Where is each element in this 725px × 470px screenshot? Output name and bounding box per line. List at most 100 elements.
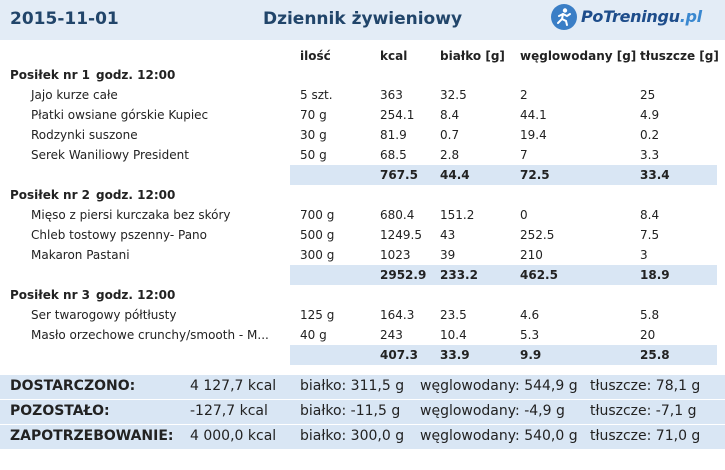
food-fat: 25 <box>640 88 656 102</box>
meal-title: Posiłek nr 1 <box>10 68 91 82</box>
food-row: Mięso z piersi kurczaka bez skóry 700 g … <box>0 205 725 225</box>
totals-carbs: węglowodany: -4,9 g <box>420 403 565 419</box>
meal-time: godz. 12:00 <box>96 188 176 202</box>
food-carbs: 5.3 <box>520 328 540 342</box>
food-kcal: 254.1 <box>380 108 415 122</box>
totals-protein: białko: -11,5 g <box>300 403 401 419</box>
totals-kcal: -127,7 kcal <box>190 403 268 419</box>
food-row: Jajo kurze całe 5 szt. 363 32.5 2 25 <box>0 85 725 105</box>
meal-sum-row: 767.5 44.4 72.5 33.4 <box>290 165 717 185</box>
totals-kcal: 4 000,0 kcal <box>190 428 277 444</box>
food-protein: 151.2 <box>440 208 475 222</box>
food-fat: 3 <box>640 248 648 262</box>
sum-kcal: 2952.9 <box>380 268 427 282</box>
sum-fat: 33.4 <box>640 168 670 182</box>
food-carbs: 7 <box>520 148 528 162</box>
food-carbs: 2 <box>520 88 528 102</box>
runner-icon <box>551 4 577 30</box>
totals-row-delivered: DOSTARCZONO: 4 127,7 kcal białko: 311,5 … <box>0 375 725 399</box>
totals-carbs: węglowodany: 540,0 g <box>420 428 578 444</box>
food-protein: 0.7 <box>440 128 460 142</box>
col-header-fat: tłuszcze [g] <box>640 49 719 63</box>
totals-fat: tłuszcze: 71,0 g <box>590 428 701 444</box>
sum-carbs: 462.5 <box>520 268 558 282</box>
meal-title: Posiłek nr 2 <box>10 188 91 202</box>
food-name: Chleb tostowy pszenny- Pano <box>31 228 208 242</box>
food-row: Ser twarogowy półtłusty 125 g 164.3 23.5… <box>0 305 725 325</box>
food-fat: 20 <box>640 328 656 342</box>
food-qty: 70 g <box>300 108 327 122</box>
food-qty: 500 g <box>300 228 335 242</box>
meal-header: Posiłek nr 2 godz. 12:00 <box>0 185 725 205</box>
sum-protein: 44.4 <box>440 168 470 182</box>
header-bar: 2015-11-01 Dziennik żywieniowy PoTrening… <box>0 0 725 40</box>
food-protein: 8.4 <box>440 108 460 122</box>
sum-fat: 18.9 <box>640 268 670 282</box>
food-name: Ser twarogowy półtłusty <box>31 308 177 322</box>
sum-kcal: 767.5 <box>380 168 418 182</box>
logo-text: PoTreningu <box>581 7 680 26</box>
sum-fat: 25.8 <box>640 348 670 362</box>
food-fat: 5.8 <box>640 308 660 322</box>
totals-protein: białko: 300,0 g <box>300 428 405 444</box>
meal-header: Posiłek nr 1 godz. 12:00 <box>0 65 725 85</box>
sum-carbs: 9.9 <box>520 348 542 362</box>
totals-label: DOSTARCZONO: <box>10 378 136 394</box>
totals-fat: tłuszcze: -7,1 g <box>590 403 697 419</box>
food-carbs: 19.4 <box>520 128 547 142</box>
food-protein: 23.5 <box>440 308 467 322</box>
col-header-qty: ilość <box>300 49 331 63</box>
food-kcal: 164.3 <box>380 308 415 322</box>
col-header-kcal: kcal <box>380 49 408 63</box>
meal-title: Posiłek nr 3 <box>10 288 91 302</box>
food-protein: 2.8 <box>440 148 460 162</box>
food-kcal: 1249.5 <box>380 228 422 242</box>
food-kcal: 680.4 <box>380 208 415 222</box>
food-carbs: 44.1 <box>520 108 547 122</box>
sum-protein: 33.9 <box>440 348 470 362</box>
food-name: Masło orzechowe crunchy/smooth - M... <box>31 328 269 342</box>
sum-protein: 233.2 <box>440 268 478 282</box>
meal-sum-row: 2952.9 233.2 462.5 18.9 <box>290 265 717 285</box>
totals-fat: tłuszcze: 78,1 g <box>590 378 701 394</box>
food-name: Jajo kurze całe <box>31 88 118 102</box>
food-kcal: 68.5 <box>380 148 407 162</box>
totals-label: POZOSTAŁO: <box>10 403 110 419</box>
food-name: Mięso z piersi kurczaka bez skóry <box>31 208 231 222</box>
meal-header: Posiłek nr 3 godz. 12:00 <box>0 285 725 305</box>
food-name: Serek Waniliowy President <box>31 148 189 162</box>
totals-protein: białko: 311,5 g <box>300 378 405 394</box>
sum-kcal: 407.3 <box>380 348 418 362</box>
food-qty: 40 g <box>300 328 327 342</box>
food-row: Serek Waniliowy President 50 g 68.5 2.8 … <box>0 145 725 165</box>
food-row: Płatki owsiane górskie Kupiec 70 g 254.1… <box>0 105 725 125</box>
food-carbs: 210 <box>520 248 543 262</box>
food-protein: 39 <box>440 248 456 262</box>
food-name: Rodzynki suszone <box>31 128 138 142</box>
food-protein: 32.5 <box>440 88 467 102</box>
sum-carbs: 72.5 <box>520 168 550 182</box>
food-carbs: 0 <box>520 208 528 222</box>
potreningu-logo: PoTreningu.pl <box>551 4 721 32</box>
col-header-protein: białko [g] <box>440 49 505 63</box>
food-fat: 8.4 <box>640 208 660 222</box>
meal-sum-row: 407.3 33.9 9.9 25.8 <box>290 345 717 365</box>
totals-kcal: 4 127,7 kcal <box>190 378 277 394</box>
col-header-carbs: węglowodany [g] <box>520 49 637 63</box>
report-date: 2015-11-01 <box>10 9 119 29</box>
food-qty: 700 g <box>300 208 335 222</box>
food-qty: 5 szt. <box>300 88 333 102</box>
food-fat: 4.9 <box>640 108 660 122</box>
food-row: Makaron Pastani 300 g 1023 39 210 3 <box>0 245 725 265</box>
food-fat: 3.3 <box>640 148 660 162</box>
totals-row-requirement: ZAPOTRZEBOWANIE: 4 000,0 kcal białko: 30… <box>0 425 725 449</box>
totals-carbs: węglowodany: 544,9 g <box>420 378 578 394</box>
totals-label: ZAPOTRZEBOWANIE: <box>10 428 174 444</box>
food-carbs: 4.6 <box>520 308 540 322</box>
food-protein: 10.4 <box>440 328 467 342</box>
food-kcal: 363 <box>380 88 403 102</box>
food-qty: 30 g <box>300 128 327 142</box>
food-fat: 7.5 <box>640 228 660 242</box>
food-row: Chleb tostowy pszenny- Pano 500 g 1249.5… <box>0 225 725 245</box>
food-row: Masło orzechowe crunchy/smooth - M... 40… <box>0 325 725 345</box>
